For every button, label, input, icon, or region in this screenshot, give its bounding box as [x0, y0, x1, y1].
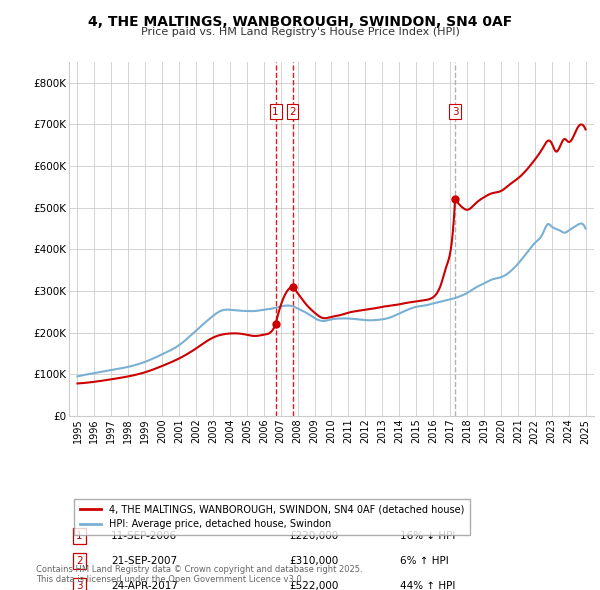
Text: 4, THE MALTINGS, WANBOROUGH, SWINDON, SN4 0AF: 4, THE MALTINGS, WANBOROUGH, SWINDON, SN…: [88, 15, 512, 29]
Legend: 4, THE MALTINGS, WANBOROUGH, SWINDON, SN4 0AF (detached house), HPI: Average pri: 4, THE MALTINGS, WANBOROUGH, SWINDON, SN…: [74, 499, 470, 535]
Text: 3: 3: [76, 581, 83, 590]
Text: 3: 3: [452, 107, 458, 116]
Text: £220,000: £220,000: [290, 532, 339, 541]
Text: £310,000: £310,000: [290, 556, 339, 566]
Text: 1: 1: [76, 532, 83, 541]
Text: 24-APR-2017: 24-APR-2017: [111, 581, 178, 590]
Text: 16% ↓ HPI: 16% ↓ HPI: [400, 532, 455, 541]
Text: 1: 1: [272, 107, 279, 116]
Text: 6% ↑ HPI: 6% ↑ HPI: [400, 556, 449, 566]
Text: 21-SEP-2007: 21-SEP-2007: [111, 556, 177, 566]
Text: £522,000: £522,000: [290, 581, 339, 590]
Point: [288, 282, 298, 291]
Point: [451, 194, 460, 204]
Text: Contains HM Land Registry data © Crown copyright and database right 2025.
This d: Contains HM Land Registry data © Crown c…: [36, 565, 362, 584]
Text: Price paid vs. HM Land Registry's House Price Index (HPI): Price paid vs. HM Land Registry's House …: [140, 27, 460, 37]
Point: [271, 320, 280, 329]
Text: 2: 2: [76, 556, 83, 566]
Text: 2: 2: [289, 107, 296, 116]
Text: 11-SEP-2006: 11-SEP-2006: [111, 532, 177, 541]
Text: 44% ↑ HPI: 44% ↑ HPI: [400, 581, 455, 590]
